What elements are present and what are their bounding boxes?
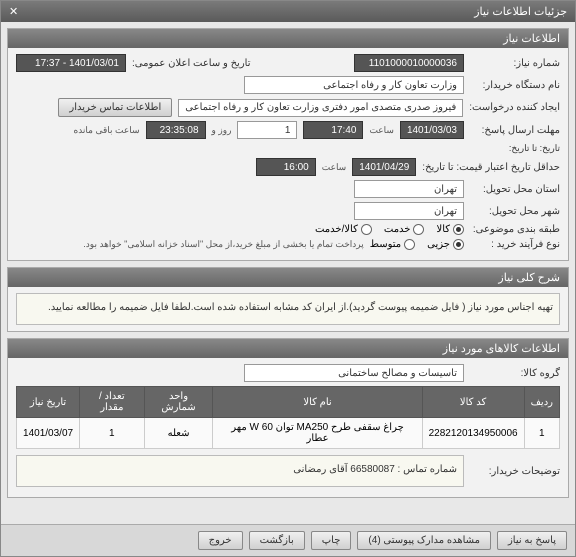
items-table: ردیف کد کالا نام کالا واحد شمارش تعداد /… (16, 386, 560, 449)
valid-date: 1401/04/29 (352, 158, 416, 176)
class-service-label: خدمت (384, 224, 411, 235)
back-button[interactable]: بازگشت (249, 531, 305, 550)
cell-name: چراغ سقفی طرح MA250 توان 60 W مهر عطار (213, 418, 422, 449)
col-name: نام کالا (213, 387, 422, 418)
buy-radio-group: جزیی متوسط (370, 239, 464, 250)
desc-header: شرح کلی نیاز (8, 268, 568, 287)
class-radio-group: کالا خدمت کالا/خدمت (315, 224, 464, 235)
deadline-label: مهلت ارسال پاسخ: (470, 125, 560, 136)
buyer-notes-label: توضیحات خریدار: (470, 466, 560, 477)
valid-time-lbl: ساعت (322, 162, 347, 173)
content-area: اطلاعات نیاز شماره نیاز: 110100001000003… (1, 22, 575, 524)
info-header: اطلاعات نیاز (8, 29, 568, 48)
valid-time: 16:00 (256, 158, 316, 176)
cell-date: 1401/03/07 (17, 418, 80, 449)
cell-row: 1 (524, 418, 559, 449)
exec-loc-field: تهران (354, 180, 464, 198)
class-label: طبقه بندی موضوعی: (470, 224, 560, 235)
radio-icon (361, 224, 372, 235)
items-section: اطلاعات کالاهای مورد نیاز گروه کالا: تاس… (7, 338, 569, 498)
col-qty: تعداد / مقدار (80, 387, 144, 418)
city-label: شهر محل تحویل: (470, 206, 560, 217)
class-both-radio[interactable]: کالا/خدمت (315, 224, 372, 235)
need-no-field: 1101000010000036 (354, 54, 464, 72)
requester-field: فیروز صدری متصدی امور دفتری وزارت تعاون … (178, 99, 463, 117)
col-row: ردیف (524, 387, 559, 418)
bottom-bar: پاسخ به نیاز مشاهده مدارک پیوستی (4) چاپ… (1, 524, 575, 556)
table-header-row: ردیف کد کالا نام کالا واحد شمارش تعداد /… (17, 387, 560, 418)
class-both-label: کالا/خدمت (315, 224, 358, 235)
reply-button[interactable]: پاسخ به نیاز (497, 531, 567, 550)
exec-loc-label: استان محل تحویل: (470, 184, 560, 195)
announce-label: تاریخ و ساعت اعلان عمومی: (132, 58, 251, 69)
need-no-label: شماره نیاز: (470, 58, 560, 69)
title-bar: جزئیات اطلاعات نیاز ✕ (1, 1, 575, 22)
deadline-time-lbl: ساعت (369, 125, 394, 136)
col-code: کد کالا (422, 387, 524, 418)
col-date: تاریخ نیاز (17, 387, 80, 418)
announce-field: 1401/03/01 - 17:37 (16, 54, 126, 72)
desc-text: تهیه اجناس مورد نیاز ( فایل ضمیمه پیوست … (16, 293, 560, 325)
attachments-button[interactable]: مشاهده مدارک پیوستی (4) (357, 531, 491, 550)
deadline-date: 1401/03/03 (400, 121, 464, 139)
cell-code: 2282120134950006 (422, 418, 524, 449)
dialog-window: جزئیات اطلاعات نیاز ✕ اطلاعات نیاز شماره… (0, 0, 576, 557)
remain-time: 23:35:08 (146, 121, 206, 139)
items-header: اطلاعات کالاهای مورد نیاز (8, 339, 568, 358)
remain-suffix: ساعت باقی مانده (73, 125, 139, 136)
city-field: تهران (354, 202, 464, 220)
remain-day: 1 (237, 121, 297, 139)
dialog-title: جزئیات اطلاعات نیاز (474, 5, 567, 18)
group-label: گروه کالا: (470, 368, 560, 379)
buy-type-label: نوع فرآیند خرید : (470, 239, 560, 250)
table-row[interactable]: 1 2282120134950006 چراغ سقفی طرح MA250 ت… (17, 418, 560, 449)
radio-icon (413, 224, 424, 235)
buy-minor-label: جزیی (427, 239, 450, 250)
to-date-label: تاریخ: تا تاریخ: (470, 143, 560, 154)
radio-icon (453, 224, 464, 235)
requester-label: ایجاد کننده درخواست: (469, 102, 560, 113)
info-section: اطلاعات نیاز شماره نیاز: 110100001000003… (7, 28, 569, 261)
cell-unit: شعله (144, 418, 213, 449)
valid-label: حداقل تاریخ اعتبار قیمت: تا تاریخ: (422, 162, 560, 173)
cell-qty: 1 (80, 418, 144, 449)
group-field: تاسیسات و مصالح ساختمانی (244, 364, 464, 382)
buyer-notes-text: شماره تماس : 66580087 آقای رمضانی (16, 455, 464, 487)
buy-medium-radio[interactable]: متوسط (370, 239, 415, 250)
buy-note: پرداخت تمام یا بخشی از مبلغ خرید،از محل … (83, 239, 363, 250)
desc-section: شرح کلی نیاز تهیه اجناس مورد نیاز ( فایل… (7, 267, 569, 332)
deadline-time: 17:40 (303, 121, 363, 139)
buyer-label: نام دستگاه خریدار: (470, 80, 560, 91)
exit-button[interactable]: خروج (198, 531, 243, 550)
buy-medium-label: متوسط (370, 239, 401, 250)
radio-icon (404, 239, 415, 250)
class-service-radio[interactable]: خدمت (384, 224, 425, 235)
remain-day-lbl: روز و (212, 125, 232, 136)
buy-minor-radio[interactable]: جزیی (427, 239, 464, 250)
radio-icon (453, 239, 464, 250)
col-unit: واحد شمارش (144, 387, 213, 418)
print-button[interactable]: چاپ (311, 531, 352, 550)
class-goods-label: کالا (436, 224, 450, 235)
class-goods-radio[interactable]: کالا (436, 224, 464, 235)
buyer-field: وزارت تعاون کار و رفاه اجتماعی (244, 76, 464, 94)
close-icon[interactable]: ✕ (9, 5, 18, 18)
contact-button[interactable]: اطلاعات تماس خریدار (58, 98, 172, 117)
